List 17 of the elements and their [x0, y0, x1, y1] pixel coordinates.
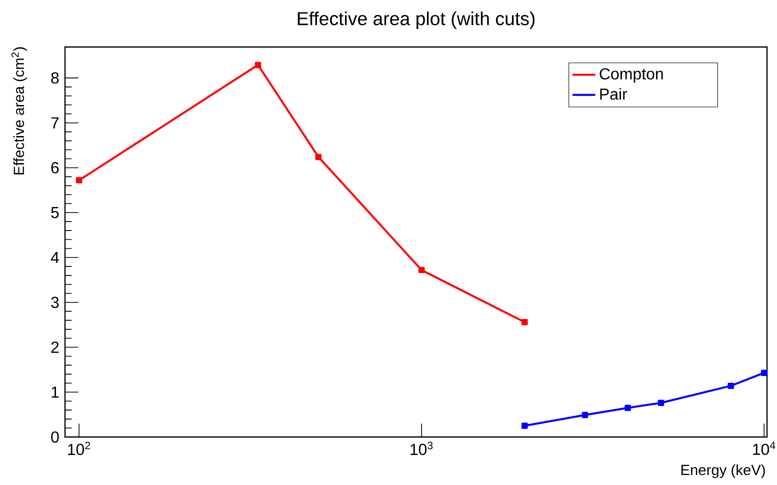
legend-label: Compton: [600, 68, 663, 83]
legend-label: Pair: [600, 88, 628, 100]
y-tick-label: 1: [52, 386, 59, 398]
y-tick-label: 6: [51, 162, 59, 174]
y-tick-label: 4: [50, 252, 59, 263]
y-tick-label: 5: [51, 207, 59, 218]
y-tick-label: 2: [51, 342, 59, 353]
y-tick-label: 0: [51, 431, 59, 443]
x-tick-label: 10$^{2}$: [68, 442, 90, 456]
x-axis-title: Energy (keV): [681, 464, 765, 478]
x-tick-label: 10$^{3}$: [410, 442, 433, 456]
x-tick-label: 10$^{4}$: [753, 442, 776, 455]
y-tick-label: 7: [51, 117, 59, 128]
y-axis-title: Effective area (cm$^{2}$): [11, 47, 27, 174]
y-tick-label: 3: [51, 296, 59, 308]
chart-title: Effective area plot (with cuts): [298, 12, 534, 29]
y-tick-label: 8: [51, 72, 59, 84]
